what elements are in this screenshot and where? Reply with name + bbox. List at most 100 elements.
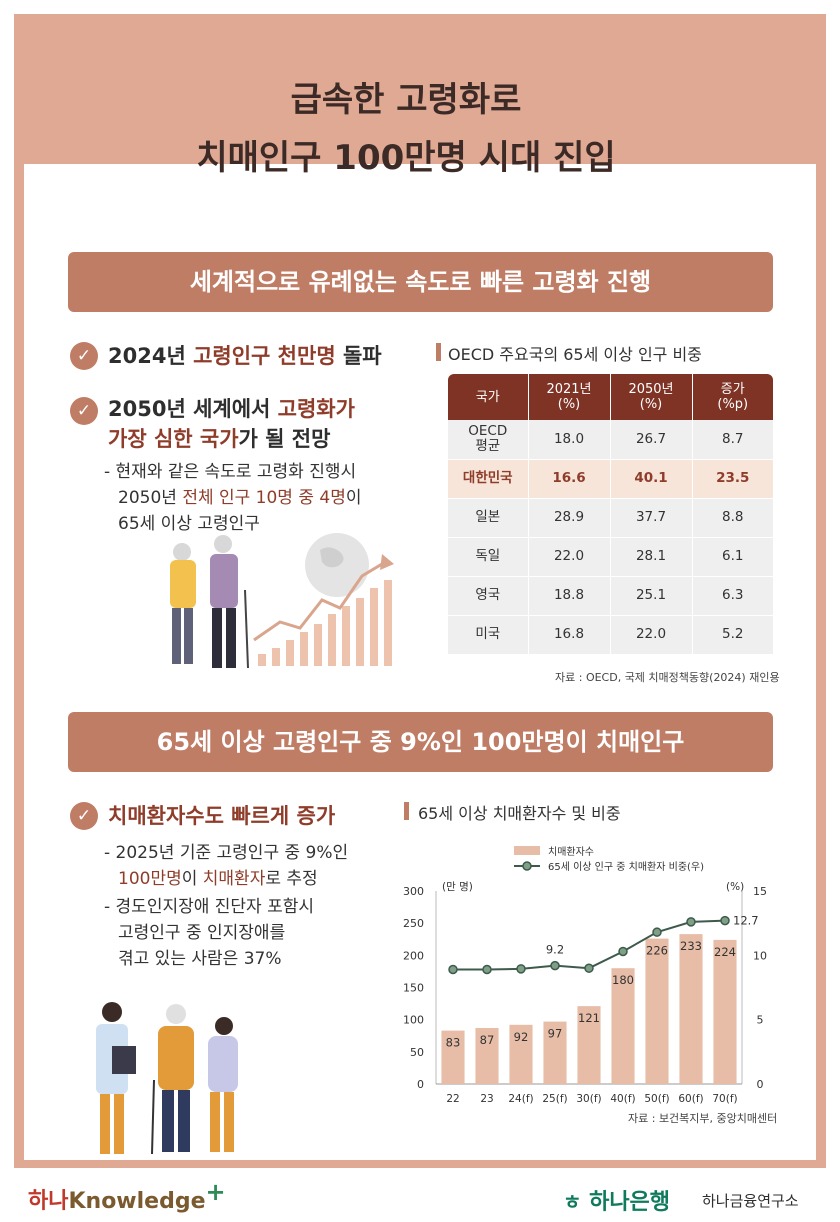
legend-bar-swatch — [514, 846, 540, 855]
y-tick-label: 0 — [417, 1078, 424, 1091]
bar — [543, 1021, 567, 1084]
y-tick-label: 100 — [403, 1014, 424, 1027]
cell-increase: 6.3 — [692, 576, 773, 616]
section1-bullet1: 2024년 고령인구 천만명 돌파 — [108, 344, 382, 368]
bar-value-label: 226 — [646, 944, 668, 958]
bar — [645, 938, 669, 1084]
chart-title: 65세 이상 치매환자수 및 비중 — [418, 804, 621, 823]
cell-2021: 18.8 — [528, 576, 611, 616]
table-row: 영국 18.8 25.1 6.3 — [448, 576, 773, 616]
section2-subtext2: - 경도인지장애 진단자 포함시 고령인구 중 인지장애를 겪고 있는 사람은 … — [104, 897, 315, 969]
hana-knowledge-logo: 하나Knowledge+ — [28, 1178, 226, 1214]
ratio-point — [652, 927, 662, 937]
care-illustration — [96, 1002, 238, 1155]
bar — [679, 934, 703, 1084]
cell-2021: 16.6 — [528, 459, 611, 499]
y-tick-right-label: 10 — [753, 949, 767, 962]
ratio-point — [686, 917, 696, 927]
bar-value-label: 233 — [680, 939, 702, 953]
section-marker — [436, 343, 441, 361]
bar-value-label: 92 — [514, 1030, 529, 1044]
cell-2021: 18.0 — [528, 420, 611, 460]
x-tick-label: 60(f) — [678, 1093, 703, 1105]
ratio-point — [550, 960, 560, 971]
aging-illustration — [170, 533, 394, 669]
th-increase: 증가 (%p) — [692, 374, 773, 420]
cell-increase: 8.7 — [692, 420, 773, 460]
cell-increase: 8.8 — [692, 498, 773, 538]
cell-2050: 22.0 — [610, 615, 693, 655]
cell-2021: 22.0 — [528, 537, 611, 577]
table-source: 자료 : OECD, 국제 치매정책동향(2024) 재인용 — [555, 671, 780, 684]
section2-subtext1: - 2025년 기준 고령인구 중 9%인 100만명이 치매환자로 추정 — [104, 843, 349, 889]
x-tick-label: 25(f) — [542, 1093, 567, 1105]
bar — [441, 1030, 465, 1084]
table-row: OECD 평균 18.0 26.7 8.7 — [448, 420, 773, 460]
section2-bullet: 치매환자수도 빠르게 증가 — [108, 804, 336, 828]
x-tick-label: 24(f) — [508, 1093, 533, 1105]
bar — [475, 1028, 499, 1084]
bar-value-label: 87 — [480, 1033, 495, 1047]
cell-country: 영국 — [448, 576, 529, 616]
y-tick-label: 150 — [403, 982, 424, 995]
cell-2021: 28.9 — [528, 498, 611, 538]
section1-banner: 세계적으로 유례없는 속도로 빠른 고령화 진행 — [68, 252, 773, 312]
bar-value-label: 97 — [548, 1027, 563, 1041]
section1-bullet2: 2050년 세계에서 고령화가 가장 심한 국가가 될 전망 — [108, 397, 355, 451]
dementia-chart: 치매환자수 65세 이상 인구 중 치매환자 비중(우) (만 명) (%) 0 5 0 10… — [403, 846, 767, 1105]
th-2050: 2050년 (%) — [610, 374, 693, 420]
y-tick-right-label: 0 — [757, 1078, 764, 1091]
ratio-value-label: 12.7 — [733, 914, 759, 928]
x-tick-label: 22 — [446, 1093, 459, 1105]
y-tick-right-label: 5 — [757, 1014, 764, 1027]
cell-country: 일본 — [448, 498, 529, 538]
ratio-point — [618, 946, 628, 957]
ratio-value-label: 9.2 — [546, 943, 564, 957]
y-tick-label: 300 — [403, 885, 424, 898]
x-tick-label: 50(f) — [644, 1093, 669, 1105]
section-marker — [404, 802, 409, 820]
cell-2050: 26.7 — [610, 420, 693, 460]
cell-2050: 25.1 — [610, 576, 693, 616]
cell-country: 미국 — [448, 615, 529, 655]
bar — [509, 1024, 533, 1084]
hana-bank-logo: ㅎ 하나은행 — [563, 1190, 671, 1215]
ratio-point — [448, 964, 458, 975]
cell-2021: 16.8 — [528, 615, 611, 655]
check-icon: ✓ — [70, 342, 98, 370]
ratio-point — [482, 964, 492, 975]
th-2021: 2021년 (%) — [528, 374, 611, 420]
table-row: 독일 22.0 28.1 6.1 — [448, 537, 773, 577]
y-axis-unit: (만 명) — [442, 881, 473, 893]
cell-increase: 5.2 — [692, 615, 773, 655]
page-title-line1: 급속한 고령화로 — [290, 80, 522, 120]
section2-banner: 65세 이상 고령인구 중 9%인 100만명이 치매인구 — [68, 712, 773, 772]
y-tick-label: 200 — [403, 949, 424, 962]
cell-2050: 37.7 — [610, 498, 693, 538]
bar-value-label: 83 — [446, 1036, 461, 1050]
cell-increase: 6.1 — [692, 537, 773, 577]
table-row-highlight: 대한민국 16.6 40.1 23.5 — [448, 459, 773, 499]
legend-line-marker — [522, 861, 532, 871]
legend-bar-label: 치매환자수 — [548, 846, 594, 858]
x-tick-label: 70(f) — [712, 1093, 737, 1105]
legend-line-label: 65세 이상 인구 중 치매환자 비중(우) — [548, 861, 704, 873]
th-country: 국가 — [448, 374, 529, 420]
cell-2050: 40.1 — [610, 459, 693, 499]
chart-source: 자료 : 보건복지부, 중앙치매센터 — [628, 1112, 778, 1125]
bar — [611, 968, 635, 1084]
y-tick-right-label: 15 — [753, 885, 767, 898]
table-row: 미국 16.8 22.0 5.2 — [448, 615, 773, 655]
oecd-table: 국가 2021년 (%) 2050년 (%) 증가 (%p) OECD 평균 18.0 … — [448, 374, 773, 655]
x-tick-label: 23 — [480, 1093, 493, 1105]
hana-institute-label: 하나금융연구소 — [702, 1192, 799, 1210]
page-title-line2: 치매인구 100만명 시대 진입 — [196, 138, 616, 178]
table-header-row: 국가 2021년 (%) 2050년 (%) 증가 (%p) — [448, 374, 773, 420]
cell-country: 독일 — [448, 537, 529, 577]
y-axis-right-unit: (%) — [726, 881, 744, 893]
ratio-point — [720, 915, 730, 926]
bar-value-label: 121 — [578, 1011, 600, 1025]
check-icon: ✓ — [70, 397, 98, 425]
bar-value-label: 224 — [714, 945, 736, 959]
section1-subtext: - 현재와 같은 속도로 고령화 진행시 2050년 전체 인구 10명 중 4… — [104, 462, 362, 534]
